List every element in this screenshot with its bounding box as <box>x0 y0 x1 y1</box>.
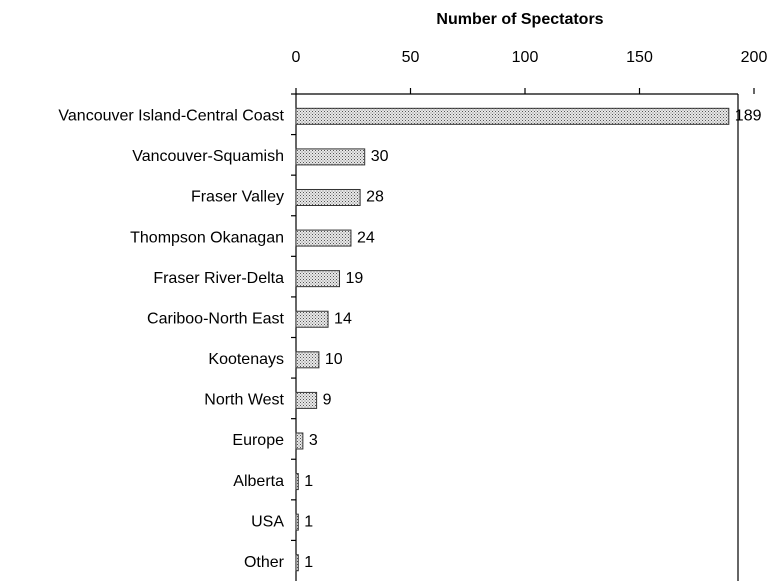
value-label: 24 <box>357 229 375 246</box>
bar <box>295 148 366 166</box>
x-tick-label: 0 <box>292 49 301 66</box>
y-tick-label: Kootenays <box>208 351 284 368</box>
bar <box>295 107 730 125</box>
y-tick-label: Alberta <box>233 473 284 490</box>
value-label: 1 <box>304 513 313 530</box>
value-label: 28 <box>366 189 384 206</box>
y-tick-label: Other <box>244 554 285 571</box>
x-tick-label: 150 <box>626 49 653 66</box>
bar <box>295 432 304 450</box>
y-tick-label: Vancouver Island-Central Coast <box>58 108 284 125</box>
y-tick-label: North West <box>204 392 284 409</box>
bar <box>295 391 318 409</box>
y-tick-label: Fraser Valley <box>191 189 284 206</box>
bar <box>295 270 341 288</box>
bar <box>295 554 299 572</box>
y-tick-label: USA <box>251 513 284 530</box>
value-label: 19 <box>346 270 364 287</box>
bar <box>295 473 299 491</box>
value-label: 1 <box>304 473 313 490</box>
bar <box>295 188 361 206</box>
axis-title: Number of Spectators <box>436 11 603 28</box>
value-label: 1 <box>304 554 313 571</box>
x-tick-label: 200 <box>741 49 768 66</box>
y-tick-label: Vancouver-Squamish <box>132 148 284 165</box>
value-label: 14 <box>334 310 352 327</box>
bar <box>295 310 329 328</box>
bar <box>295 513 299 531</box>
value-label: 3 <box>309 432 318 449</box>
x-tick-label: 100 <box>512 49 539 66</box>
y-tick-label: Cariboo-North East <box>147 310 285 327</box>
y-tick-label: Thompson Okanagan <box>130 229 284 246</box>
bar <box>295 229 352 247</box>
value-label: 30 <box>371 148 389 165</box>
y-tick-label: Europe <box>232 432 284 449</box>
value-label: 189 <box>735 108 762 125</box>
value-label: 9 <box>323 392 332 409</box>
y-tick-label: Fraser River-Delta <box>153 270 284 287</box>
bar <box>295 351 320 369</box>
x-tick-label: 50 <box>402 49 420 66</box>
value-label: 10 <box>325 351 343 368</box>
